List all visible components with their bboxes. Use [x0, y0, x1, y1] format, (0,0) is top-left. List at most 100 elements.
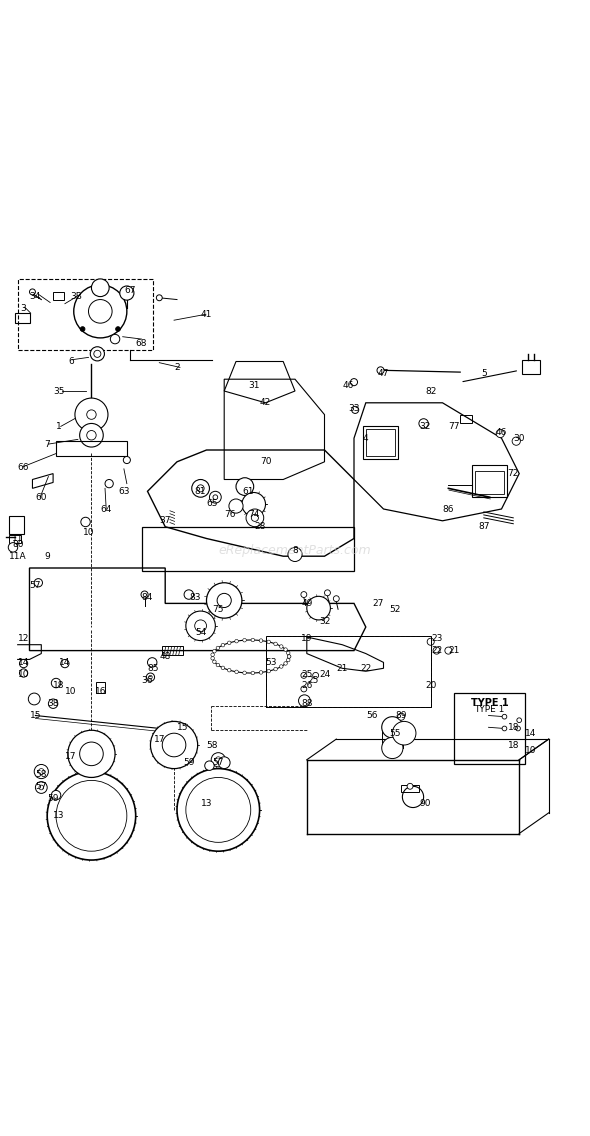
Text: 21: 21: [448, 646, 460, 655]
Text: 9: 9: [44, 552, 50, 561]
Circle shape: [192, 479, 209, 498]
Circle shape: [186, 777, 251, 843]
Text: 10: 10: [525, 746, 537, 755]
Text: 28: 28: [254, 523, 266, 532]
Circle shape: [251, 515, 258, 521]
Text: 61: 61: [242, 487, 254, 495]
Circle shape: [75, 398, 108, 432]
Circle shape: [74, 285, 127, 337]
Text: 90: 90: [419, 800, 431, 809]
Text: 12: 12: [18, 634, 30, 643]
Text: 27: 27: [372, 599, 384, 608]
Text: 52: 52: [389, 604, 401, 613]
Circle shape: [407, 784, 413, 790]
Circle shape: [235, 670, 238, 674]
Text: 88: 88: [301, 699, 313, 708]
Circle shape: [280, 665, 283, 668]
Circle shape: [218, 757, 230, 769]
Bar: [53, 292, 64, 300]
Circle shape: [88, 300, 112, 323]
Text: 13: 13: [201, 800, 212, 809]
Circle shape: [445, 648, 452, 654]
Text: 25: 25: [307, 676, 319, 685]
Circle shape: [39, 785, 44, 790]
Text: 21: 21: [336, 663, 348, 673]
Text: 32: 32: [419, 421, 431, 431]
Text: 16: 16: [94, 687, 106, 696]
Circle shape: [251, 671, 255, 675]
Text: 4: 4: [363, 434, 369, 443]
Text: 34: 34: [30, 292, 41, 301]
Circle shape: [38, 769, 44, 775]
Bar: [454, 693, 525, 763]
Circle shape: [90, 346, 104, 361]
Circle shape: [229, 499, 243, 513]
Text: 11A: 11A: [9, 552, 27, 561]
Text: 35: 35: [53, 386, 65, 395]
Text: 14: 14: [18, 658, 30, 667]
Circle shape: [402, 786, 424, 808]
Circle shape: [211, 657, 214, 660]
Circle shape: [51, 791, 61, 800]
Circle shape: [19, 669, 28, 677]
Circle shape: [242, 493, 266, 516]
Bar: [266, 636, 431, 707]
Circle shape: [246, 509, 264, 527]
Text: 65: 65: [206, 499, 218, 508]
Circle shape: [286, 651, 290, 654]
Bar: [401, 785, 419, 792]
Text: 63: 63: [118, 487, 130, 495]
Circle shape: [284, 661, 287, 666]
Circle shape: [68, 730, 115, 777]
Circle shape: [216, 646, 219, 650]
Text: 81: 81: [195, 487, 206, 495]
Text: 74: 74: [248, 510, 260, 519]
Bar: [56, 441, 127, 456]
Text: 8: 8: [292, 545, 298, 554]
Text: 55: 55: [389, 728, 401, 737]
Circle shape: [221, 666, 225, 669]
Text: TYPE 1: TYPE 1: [471, 698, 509, 708]
Circle shape: [162, 733, 186, 757]
Circle shape: [517, 718, 522, 722]
Circle shape: [216, 663, 219, 667]
Circle shape: [267, 669, 270, 673]
Text: 85: 85: [148, 663, 159, 673]
Text: 48: 48: [159, 652, 171, 661]
Text: 3B: 3B: [71, 292, 83, 301]
Circle shape: [91, 279, 109, 296]
Bar: [363, 426, 398, 459]
Circle shape: [87, 431, 96, 440]
Text: 13: 13: [53, 811, 65, 820]
Circle shape: [259, 638, 263, 642]
Text: 86: 86: [442, 504, 454, 513]
Circle shape: [123, 457, 130, 463]
Text: 24: 24: [319, 670, 330, 678]
Circle shape: [313, 673, 319, 678]
Text: 57: 57: [212, 758, 224, 767]
Circle shape: [28, 693, 40, 704]
Text: 67: 67: [124, 286, 136, 295]
Text: 82: 82: [425, 386, 437, 395]
Text: 25: 25: [301, 670, 313, 678]
Text: 18: 18: [507, 741, 519, 750]
Text: 20: 20: [425, 682, 437, 691]
Bar: [522, 360, 540, 375]
Text: 77: 77: [448, 421, 460, 431]
Circle shape: [398, 713, 405, 720]
Circle shape: [259, 670, 263, 674]
Circle shape: [56, 780, 127, 851]
Circle shape: [284, 648, 287, 651]
Circle shape: [299, 695, 310, 707]
Text: 64: 64: [100, 504, 112, 513]
Text: 76: 76: [224, 510, 236, 519]
Text: 18: 18: [53, 682, 65, 691]
Circle shape: [211, 653, 214, 657]
Text: 57: 57: [30, 582, 41, 591]
Circle shape: [512, 437, 520, 445]
Text: 87: 87: [478, 523, 490, 532]
Text: 2: 2: [174, 362, 180, 371]
Text: 72: 72: [507, 469, 519, 478]
Bar: [9, 516, 24, 534]
Circle shape: [427, 638, 434, 645]
